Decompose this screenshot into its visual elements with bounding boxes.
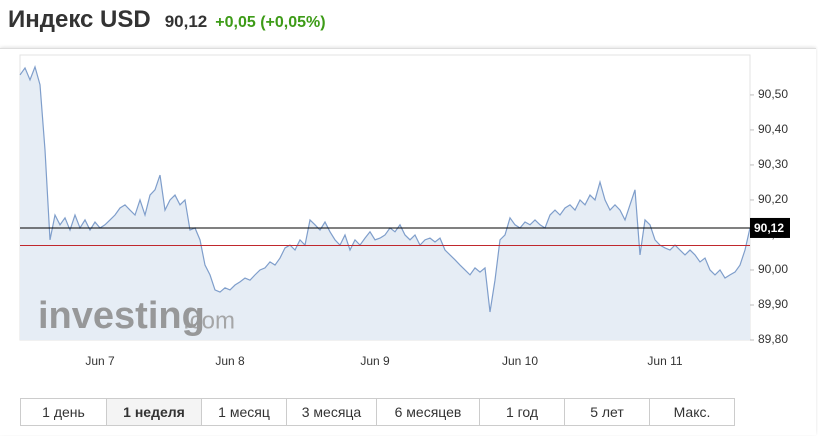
y-tick-label: 90,20 <box>758 192 788 206</box>
range-button[interactable]: 1 день <box>21 399 106 425</box>
x-tick-label: Jun 10 <box>502 354 538 368</box>
plot-layer <box>19 64 751 341</box>
chart-card <box>0 48 816 435</box>
price-tag-label: 90,12 <box>754 221 784 235</box>
line <box>19 64 751 313</box>
price: 90,12 <box>164 12 208 31</box>
range-selector: 1 день 1 неделя 1 месяц 3 месяца 6 месяцев 1 … <box>20 398 735 426</box>
range-button[interactable]: 1 месяц <box>201 399 286 425</box>
area <box>20 66 750 341</box>
y-tick-label: 90,40 <box>758 122 788 136</box>
x-tick-label: Jun 7 <box>85 354 115 368</box>
y-tick-label: 90,00 <box>758 262 788 276</box>
range-button[interactable]: Макс. <box>649 399 734 425</box>
x-tick-label: Jun 11 <box>647 354 682 368</box>
range-button[interactable]: 1 год <box>479 399 564 425</box>
header: Индекс USD 90,12 +0,05 (+0,05%) <box>8 6 326 40</box>
range-button[interactable]: 3 месяца <box>286 399 376 425</box>
watermark-domain: .com <box>183 307 235 334</box>
watermark-brand: investing <box>38 295 205 337</box>
change: +0,05 (+0,05%) <box>215 14 326 31</box>
price-tag <box>750 217 790 238</box>
range-button[interactable]: 6 месяцев <box>376 399 479 425</box>
y-tick-label: 90,50 <box>758 87 788 101</box>
y-tick-label: 89,90 <box>758 297 788 311</box>
y-tick-label: 89,80 <box>758 332 788 346</box>
range-button[interactable]: 1 неделя <box>106 399 201 425</box>
x-tick-label: Jun 8 <box>215 354 245 368</box>
x-tick-label: Jun 9 <box>360 354 390 368</box>
y-tick-label: 90,30 <box>758 157 788 171</box>
range-button[interactable]: 5 лет <box>564 399 649 425</box>
title: Индекс USD <box>8 6 151 33</box>
